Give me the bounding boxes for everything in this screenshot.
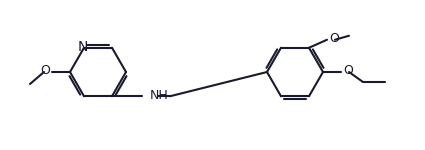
Text: N: N: [78, 40, 88, 54]
Text: O: O: [329, 32, 339, 45]
Text: NH: NH: [150, 89, 169, 102]
Text: O: O: [40, 64, 50, 78]
Text: O: O: [343, 64, 353, 78]
